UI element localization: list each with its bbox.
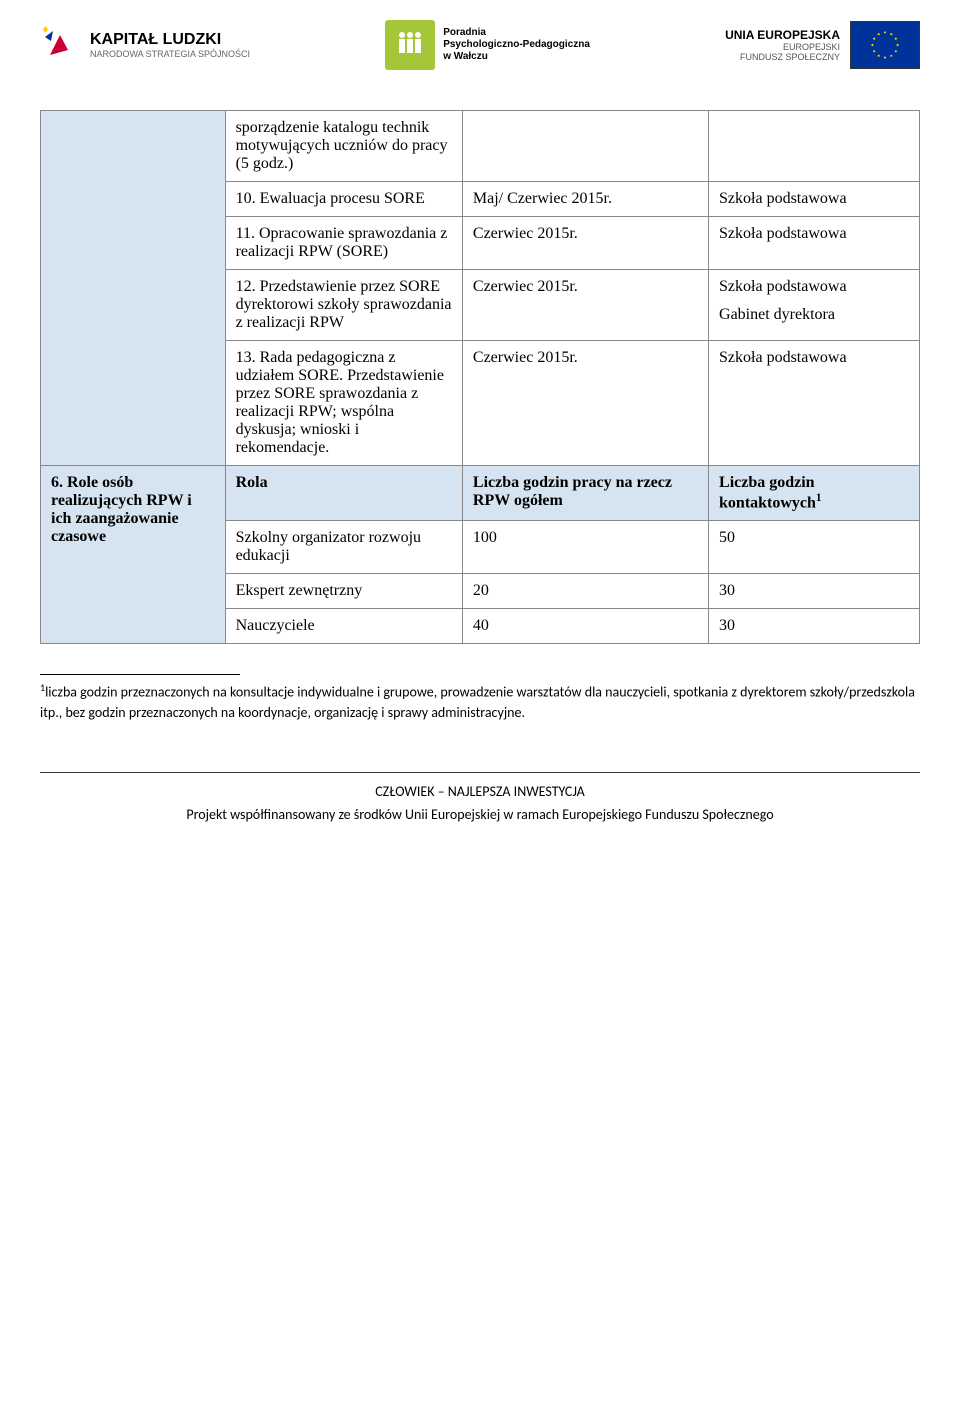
- table-cell: Maj/ Czerwiec 2015r.: [462, 182, 708, 217]
- eu-text: UNIA EUROPEJSKA EUROPEJSKI FUNDUSZ SPOŁE…: [725, 28, 840, 62]
- poradnia-text: Poradnia Psychologiczno-Pedagogiczna w W…: [443, 27, 590, 63]
- eu-title: UNIA EUROPEJSKA: [725, 28, 840, 42]
- table-cell: Ekspert zewnętrzny: [225, 574, 462, 609]
- header-center-logo-block: Poradnia Psychologiczno-Pedagogiczna w W…: [385, 20, 590, 70]
- footnote-body: liczba godzin przeznaczonych na konsulta…: [40, 684, 915, 721]
- table-cell: Szkoła podstawowa: [709, 341, 920, 466]
- table-column-header: Rola: [225, 466, 462, 521]
- table-cell: Szkoła podstawowa: [709, 182, 920, 217]
- table-cell-empty: [41, 111, 226, 466]
- table-cell: 11. Opracowanie sprawozdania z realizacj…: [225, 217, 462, 270]
- table-column-header: Liczba godzin pracy na rzecz RPW ogółem: [462, 466, 708, 521]
- eu-line2: FUNDUSZ SPOŁECZNY: [725, 52, 840, 62]
- table-cell: 20: [462, 574, 708, 609]
- table-cell: Czerwiec 2015r.: [462, 341, 708, 466]
- kapital-title: KAPITAŁ LUDZKI: [90, 31, 250, 49]
- table-cell: 30: [709, 609, 920, 644]
- kapital-subtitle: NARODOWA STRATEGIA SPÓJNOŚCI: [90, 49, 250, 59]
- poradnia-line2: Psychologiczno-Pedagogiczna: [443, 39, 590, 51]
- table-cell: 100: [462, 521, 708, 574]
- footnote-ref: 1: [816, 492, 822, 504]
- header-text: Liczba godzin kontaktowych: [719, 474, 816, 511]
- eu-flag-icon: [850, 21, 920, 69]
- table-cell: 50: [709, 521, 920, 574]
- table-cell: [709, 111, 920, 182]
- footer-line1: CZŁOWIEK – NAJLEPSZA INWESTYCJA: [0, 783, 960, 800]
- table-cell-line: Gabinet dyrektora: [719, 306, 909, 324]
- kapital-ludzki-text: KAPITAŁ LUDZKI NARODOWA STRATEGIA SPÓJNO…: [90, 31, 250, 59]
- header-right-logo-block: UNIA EUROPEJSKA EUROPEJSKI FUNDUSZ SPOŁE…: [725, 21, 920, 69]
- table-cell: Nauczyciele: [225, 609, 462, 644]
- page-header: KAPITAŁ LUDZKI NARODOWA STRATEGIA SPÓJNO…: [0, 0, 960, 90]
- table-cell: Szkolny organizator rozwoju edukacji: [225, 521, 462, 574]
- table-column-header: Liczba godzin kontaktowych1: [709, 466, 920, 521]
- table-cell: 13. Rada pedagogiczna z udziałem SORE. P…: [225, 341, 462, 466]
- main-table: sporządzenie katalogu technik motywujący…: [40, 110, 920, 644]
- table-cell: sporządzenie katalogu technik motywujący…: [225, 111, 462, 182]
- eu-line1: EUROPEJSKI: [725, 42, 840, 52]
- poradnia-line3: w Wałczu: [443, 51, 590, 63]
- header-left-logo-block: KAPITAŁ LUDZKI NARODOWA STRATEGIA SPÓJNO…: [40, 25, 250, 65]
- table-cell: [462, 111, 708, 182]
- table-cell: Czerwiec 2015r.: [462, 217, 708, 270]
- table-row: sporządzenie katalogu technik motywujący…: [41, 111, 920, 182]
- table-cell: Szkoła podstawowa: [709, 217, 920, 270]
- table-cell: 12. Przedstawienie przez SORE dyrektorow…: [225, 270, 462, 341]
- table-header-row: 6. Role osób realizujących RPW i ich zaa…: [41, 466, 920, 521]
- footnote-text: 1liczba godzin przeznaczonych na konsult…: [0, 681, 960, 742]
- footer-line2: Projekt współfinansowany ze środków Unii…: [0, 806, 960, 823]
- footer-separator: [40, 772, 920, 773]
- table-section-header: 6. Role osób realizujących RPW i ich zaa…: [41, 466, 226, 644]
- poradnia-line1: Poradnia: [443, 27, 590, 39]
- table-cell: Szkoła podstawowa Gabinet dyrektora: [709, 270, 920, 341]
- table-cell: 10. Ewaluacja procesu SORE: [225, 182, 462, 217]
- footnote-separator: [40, 674, 240, 675]
- table-cell: Czerwiec 2015r.: [462, 270, 708, 341]
- poradnia-logo: [385, 20, 435, 70]
- table-cell: 40: [462, 609, 708, 644]
- table-cell: 30: [709, 574, 920, 609]
- kapital-ludzki-logo: [40, 25, 80, 65]
- page-footer: CZŁOWIEK – NAJLEPSZA INWESTYCJA Projekt …: [0, 783, 960, 859]
- table-cell-line: Szkoła podstawowa: [719, 278, 909, 296]
